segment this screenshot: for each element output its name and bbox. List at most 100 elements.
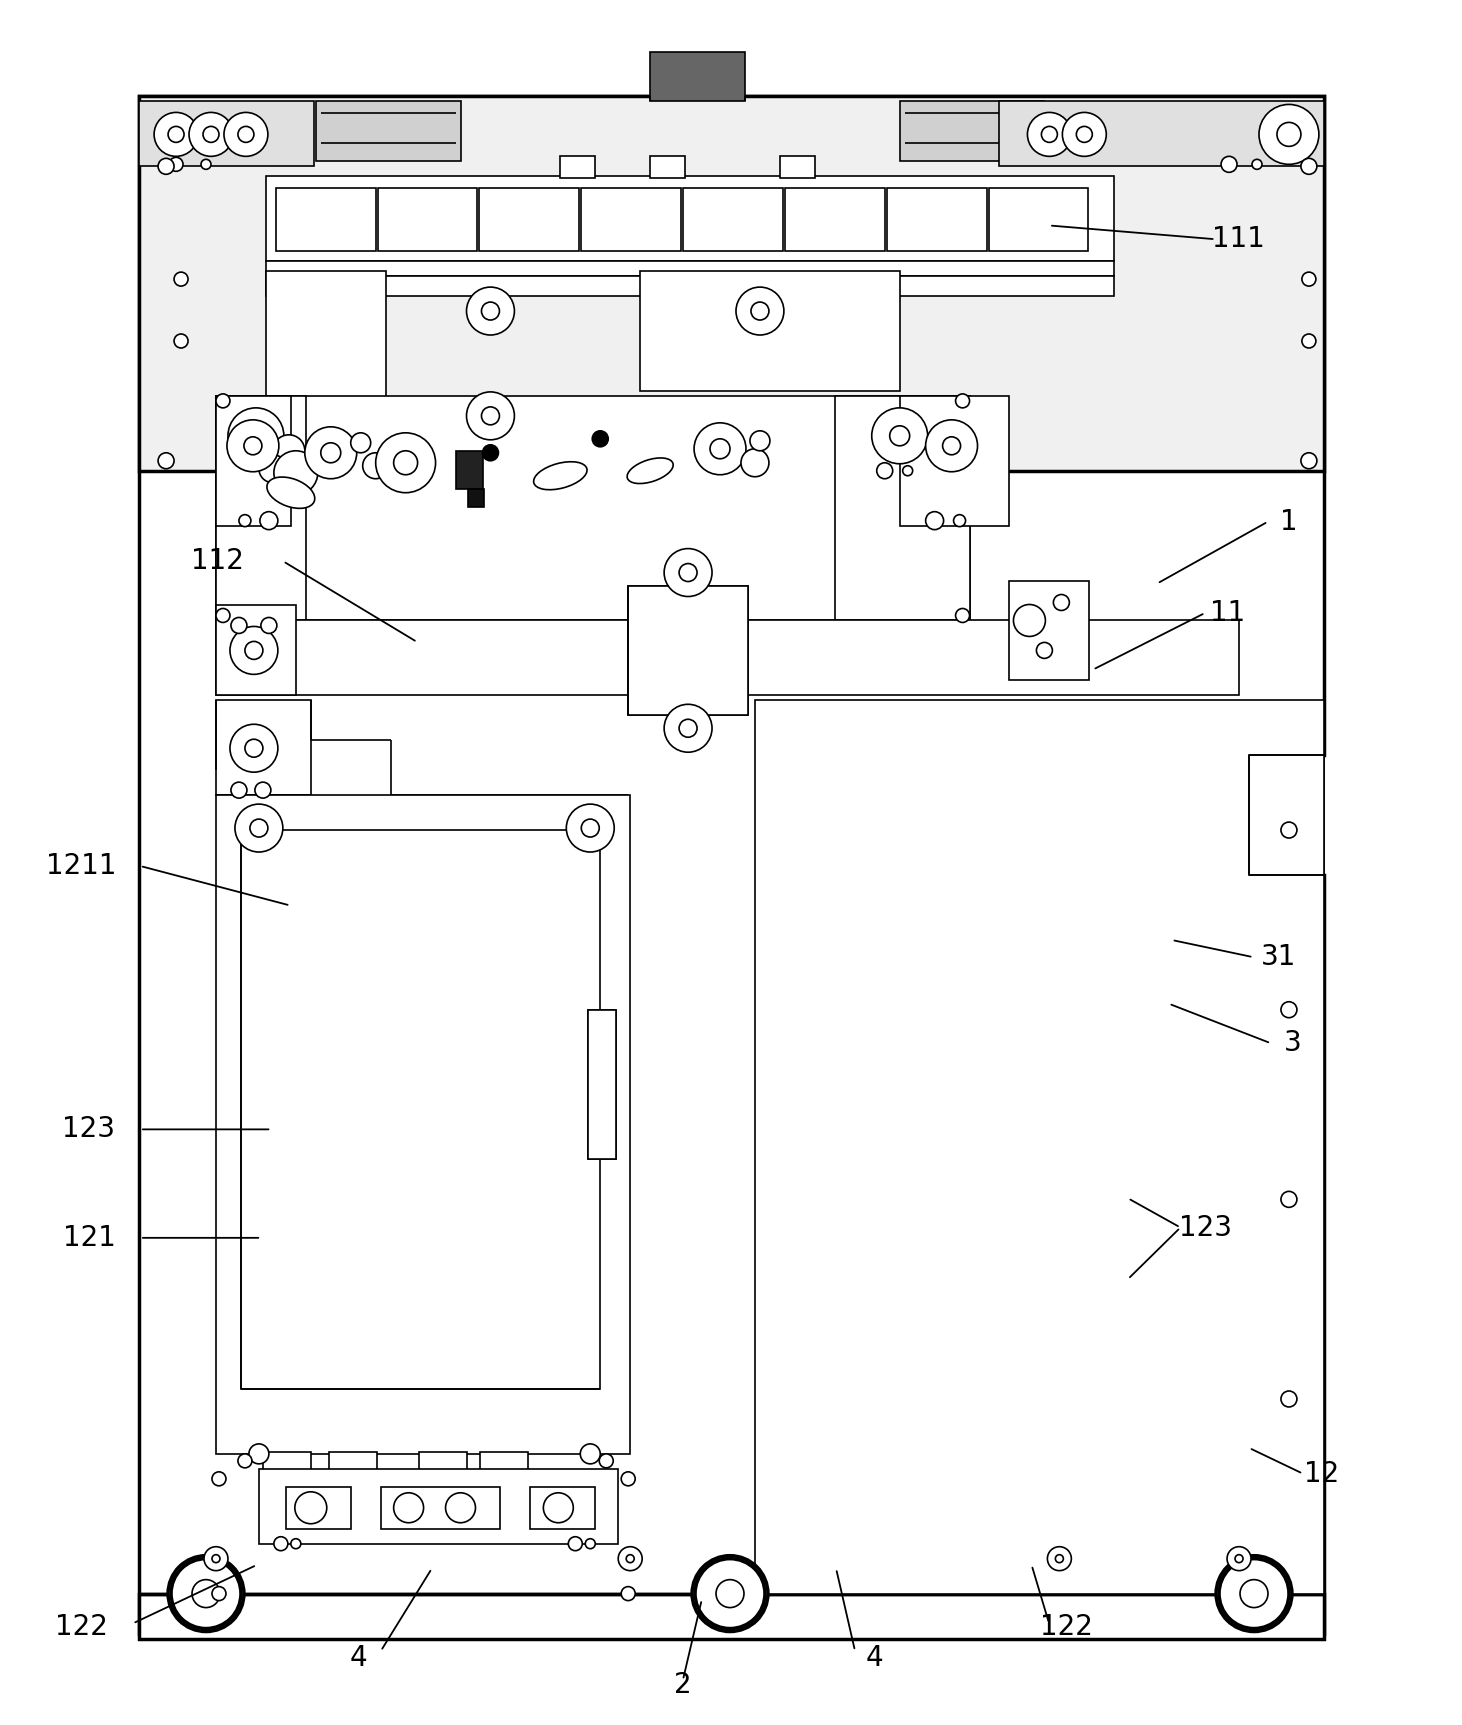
Circle shape bbox=[212, 1554, 219, 1563]
Bar bbox=[266, 271, 386, 450]
Bar bbox=[835, 397, 969, 621]
Circle shape bbox=[246, 740, 263, 757]
Bar bbox=[216, 397, 969, 621]
Text: 2: 2 bbox=[674, 1672, 692, 1699]
Bar bbox=[216, 621, 1238, 695]
Bar bbox=[456, 450, 484, 488]
Circle shape bbox=[238, 514, 251, 526]
Polygon shape bbox=[139, 97, 1325, 1634]
Circle shape bbox=[741, 448, 769, 476]
Text: 3: 3 bbox=[1284, 1030, 1301, 1057]
Circle shape bbox=[1056, 1554, 1063, 1563]
Circle shape bbox=[230, 724, 278, 773]
Bar bbox=[588, 1009, 616, 1159]
Circle shape bbox=[1037, 642, 1053, 659]
Circle shape bbox=[246, 642, 263, 659]
Circle shape bbox=[216, 393, 230, 407]
Circle shape bbox=[751, 302, 769, 321]
Circle shape bbox=[953, 514, 965, 526]
Text: 1: 1 bbox=[1279, 507, 1297, 535]
Circle shape bbox=[216, 609, 230, 623]
Circle shape bbox=[1251, 159, 1262, 169]
Circle shape bbox=[231, 618, 247, 633]
Circle shape bbox=[235, 804, 282, 852]
Circle shape bbox=[902, 466, 912, 476]
Circle shape bbox=[925, 419, 978, 471]
Circle shape bbox=[664, 704, 712, 752]
Circle shape bbox=[205, 1547, 228, 1571]
Bar bbox=[1009, 581, 1089, 680]
Circle shape bbox=[582, 819, 599, 837]
Circle shape bbox=[1041, 126, 1057, 143]
Bar bbox=[266, 176, 1114, 260]
Circle shape bbox=[585, 1539, 595, 1549]
Bar bbox=[316, 102, 461, 162]
Circle shape bbox=[1281, 1002, 1297, 1018]
Circle shape bbox=[1221, 157, 1237, 172]
Circle shape bbox=[1047, 1547, 1072, 1571]
Circle shape bbox=[230, 626, 278, 674]
Bar bbox=[481, 1452, 528, 1482]
Circle shape bbox=[254, 781, 270, 799]
Circle shape bbox=[249, 1444, 269, 1465]
Bar bbox=[216, 795, 630, 1454]
Bar bbox=[683, 188, 784, 252]
Circle shape bbox=[1303, 335, 1316, 348]
Circle shape bbox=[890, 426, 909, 445]
Circle shape bbox=[1028, 112, 1072, 157]
Circle shape bbox=[621, 1471, 635, 1485]
Text: 122: 122 bbox=[1039, 1613, 1094, 1640]
Circle shape bbox=[203, 126, 219, 143]
Circle shape bbox=[692, 1556, 768, 1632]
Circle shape bbox=[943, 436, 961, 455]
Circle shape bbox=[189, 112, 232, 157]
Bar bbox=[380, 1487, 500, 1528]
Text: 4: 4 bbox=[866, 1644, 883, 1672]
Bar bbox=[785, 188, 885, 252]
Circle shape bbox=[273, 435, 304, 467]
Circle shape bbox=[678, 564, 697, 581]
Circle shape bbox=[1013, 604, 1045, 637]
Circle shape bbox=[1281, 1390, 1297, 1408]
Circle shape bbox=[295, 1492, 327, 1523]
Bar bbox=[651, 157, 686, 178]
Circle shape bbox=[664, 549, 712, 597]
Circle shape bbox=[544, 1492, 573, 1523]
Bar bbox=[377, 188, 478, 252]
Bar bbox=[988, 188, 1088, 252]
Circle shape bbox=[393, 450, 418, 474]
Text: 123: 123 bbox=[63, 1116, 115, 1144]
Circle shape bbox=[260, 512, 278, 530]
Circle shape bbox=[363, 452, 389, 480]
Bar bbox=[629, 585, 749, 716]
Circle shape bbox=[626, 1554, 635, 1563]
Circle shape bbox=[1240, 1580, 1268, 1608]
Bar bbox=[582, 188, 681, 252]
Bar bbox=[1249, 756, 1325, 875]
Circle shape bbox=[320, 443, 341, 462]
Circle shape bbox=[273, 1537, 288, 1551]
Circle shape bbox=[273, 450, 317, 495]
Circle shape bbox=[224, 112, 268, 157]
Circle shape bbox=[1281, 1192, 1297, 1208]
Circle shape bbox=[566, 804, 614, 852]
Circle shape bbox=[1063, 112, 1107, 157]
Circle shape bbox=[569, 1537, 582, 1551]
Circle shape bbox=[351, 433, 371, 452]
Ellipse shape bbox=[268, 478, 314, 509]
Circle shape bbox=[244, 436, 262, 455]
Bar bbox=[418, 1452, 466, 1482]
Circle shape bbox=[1301, 159, 1317, 174]
Bar bbox=[329, 1452, 377, 1482]
Circle shape bbox=[481, 302, 500, 321]
Circle shape bbox=[227, 419, 279, 471]
Circle shape bbox=[228, 407, 284, 464]
Text: 1211: 1211 bbox=[47, 852, 117, 880]
Circle shape bbox=[678, 719, 697, 737]
Circle shape bbox=[212, 1471, 227, 1485]
Circle shape bbox=[174, 273, 189, 286]
Bar bbox=[887, 188, 987, 252]
Bar bbox=[480, 188, 579, 252]
Circle shape bbox=[715, 1578, 746, 1609]
Circle shape bbox=[1219, 1559, 1289, 1628]
